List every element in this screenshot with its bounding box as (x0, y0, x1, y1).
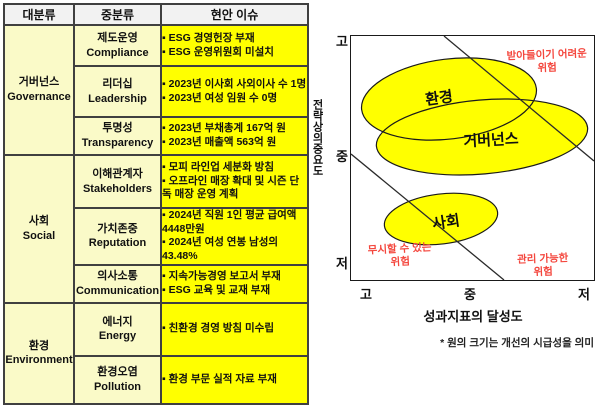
mid-cell-energy: 에너지 Energy (73, 301, 162, 357)
mid-ko: 이해관계자 (92, 167, 143, 180)
mid-ko: 가치존중 (97, 222, 138, 235)
mid-en: Transparency (81, 137, 154, 149)
header-mid-category: 중분류 (73, 3, 162, 26)
table-header-row: 대분류 중분류 현안 이슈 (3, 3, 309, 26)
category-ko: 거버넌스 (18, 76, 60, 89)
mid-cell-leadership: 리더십 Leadership (73, 65, 162, 118)
social-ellipse (384, 193, 498, 245)
table-row: 리더십 Leadership ▪ 2023년 이사회 사외이사 수 1명 ▪ 2… (4, 65, 309, 118)
mid-ko: 환경오염 (97, 366, 138, 379)
table-row: 환경오염 Pollution ▪ 환경 부문 실적 자료 부재 (4, 354, 309, 405)
mid-en: Leadership (88, 92, 147, 105)
table-row: 투명성 Transparency ▪ 2023년 부채총계 167억 원 ▪ 2… (4, 116, 309, 156)
issues-cell: ▪ 2023년 이사회 사외이사 수 1명 ▪ 2023년 여성 임원 수 0명 (160, 65, 309, 118)
mid-ko: 의사소통 (97, 270, 138, 283)
mid-ko: 투명성 (102, 122, 133, 135)
header-major-category: 대분류 (3, 3, 75, 26)
mid-ko: 리더십 (102, 77, 133, 90)
x-tick-mid: 중 (464, 287, 476, 302)
risk-zone-label-unacceptable: 받아들이기 어려운 위험 (506, 47, 588, 75)
table-row: 거버넌스 Governance 제도운영 Compliance ▪ ESG 경영… (3, 24, 309, 156)
mid-cell-communication: 의사소통 Communication (73, 263, 162, 304)
mid-cell-reputation: 가치존중 Reputation (73, 207, 162, 266)
issues-cell: ▪ 모피 라인업 세분화 방침 ▪ 오프라인 매장 확대 및 시즌 단독 매장 … (160, 154, 309, 209)
governance-ellipse (376, 99, 588, 175)
category-en: Social (22, 229, 56, 242)
chart-footnote: * 원의 크기는 개선의 시급성을 의미 (440, 337, 594, 349)
issues-cell: ▪ 환경 부문 실적 자료 부재 (160, 354, 309, 405)
mid-ko: 제도운영 (97, 31, 138, 44)
x-tick-low: 저 (578, 287, 590, 302)
issues-cell: ▪ 지속가능경영 보고서 부재 ▪ ESG 교육 및 교재 부재 (160, 263, 309, 304)
mid-ko: 에너지 (102, 315, 133, 328)
mid-cell-pollution: 환경오염 Pollution (73, 354, 162, 405)
y-tick-low: 저 (336, 256, 348, 271)
mid-en: Stakeholders (82, 182, 153, 195)
governance-ellipse-outline (375, 98, 589, 176)
mid-en: Pollution (93, 380, 142, 393)
mid-cell-compliance: 제도운영 Compliance (73, 24, 162, 67)
category-en: Governance (7, 91, 71, 103)
category-en: Environment (5, 354, 73, 367)
mid-cell-stakeholders: 이해관계자 Stakeholders (73, 154, 162, 209)
risk-matrix-canvas (351, 36, 594, 280)
y-tick-mid: 중 (336, 149, 348, 164)
category-ko: 환경 (28, 339, 50, 352)
category-cell-governance: 거버넌스 Governance (3, 24, 75, 156)
mid-cell-transparency: 투명성 Transparency (73, 116, 162, 156)
y-axis-title: 전략상의중요도 (311, 99, 323, 176)
table-row: 가치존중 Reputation ▪ 2024년 직원 1인 평균 급여액 444… (4, 207, 309, 266)
y-tick-high: 고 (336, 34, 348, 49)
table-row: 환경 Environment 에너지 Energy ▪ 친환경 경영 방침 미수… (3, 301, 309, 405)
header-current-issues: 현안 이슈 (160, 3, 309, 26)
mid-en: Communication (75, 284, 160, 297)
x-axis-title: 성과지표의 달성도 (423, 309, 523, 324)
x-tick-high: 고 (360, 287, 372, 302)
issues-cell: ▪ ESG 경영헌장 부재 ▪ ESG 운영위원회 미설치 (160, 24, 309, 67)
risk-matrix-plot: 환경 거버넌스 사회 받아들이기 어려운 위험 무시할 수 있는 위험 관리 가… (350, 35, 595, 281)
table-row: 의사소통 Communication ▪ 지속가능경영 보고서 부재 ▪ ESG… (4, 263, 309, 304)
risk-zone-label-negligible: 무시할 수 있는 위험 (367, 241, 432, 269)
risk-divider-line-upper (443, 36, 594, 162)
mid-en: Energy (98, 330, 137, 343)
category-cell-environment: 환경 Environment (3, 301, 75, 405)
table-row: 사회 Social 이해관계자 Stakeholders ▪ 모피 라인업 세분… (3, 154, 309, 304)
risk-zone-label-manageable: 관리 가능한 위험 (516, 252, 569, 279)
category-ko: 사회 (28, 215, 50, 228)
issues-cell: ▪ 친환경 경영 방침 미수립 (160, 301, 309, 357)
esg-issues-table: 대분류 중분류 현안 이슈 거버넌스 Governance 제도운영 Compl… (3, 3, 309, 405)
mid-en: Compliance (86, 46, 149, 59)
issues-cell: ▪ 2024년 직원 1인 평균 급여액 4448만원 ▪ 2024년 여성 연… (160, 207, 309, 266)
social-ellipse-outline (383, 192, 499, 246)
environment-ellipse-outline (360, 57, 538, 141)
risk-divider-line-lower (351, 153, 505, 280)
category-cell-social: 사회 Social (3, 154, 75, 304)
issues-cell: ▪ 2023년 부채총계 167억 원 ▪ 2023년 매출액 563억 원 (160, 116, 309, 156)
mid-en: Reputation (88, 237, 147, 250)
